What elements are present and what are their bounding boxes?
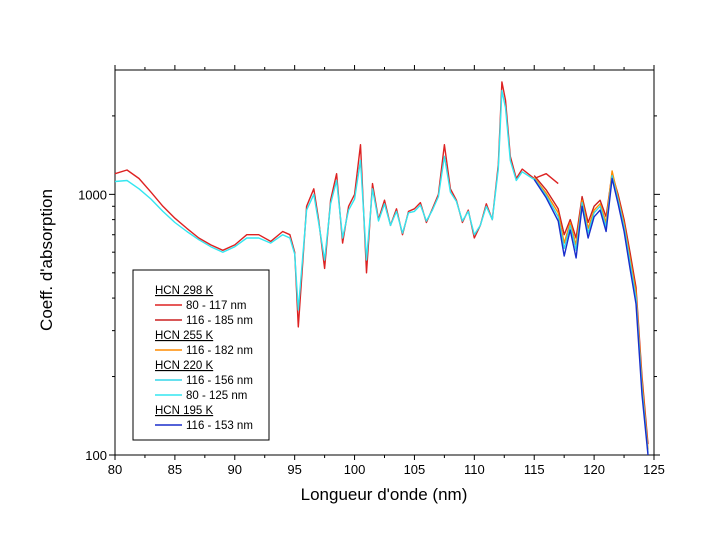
legend-group-heading: HCN 220 K [155,360,213,372]
x-tick-label: 80 [108,462,122,477]
x-tick-label: 120 [583,462,605,477]
x-axis-title: Longueur d'onde (nm) [301,485,468,504]
legend-label: 116 - 185 nm [186,315,253,327]
series-line-3 [533,174,649,453]
x-tick-label: 90 [228,462,242,477]
x-tick-label: 105 [404,462,426,477]
y-tick-label: 1000 [78,187,107,202]
legend-label: 116 - 153 nm [186,420,253,432]
x-tick-label: 95 [287,462,301,477]
series-layer [114,81,649,456]
series-line-4 [114,89,535,311]
legend-label: 116 - 182 nm [186,345,253,357]
y-axis-title: Coeff. d'absorption [37,189,56,331]
x-tick-label: 110 [464,462,485,477]
x-tick-label: 100 [344,462,366,477]
y-axis-ticks: 100 1000 [78,115,660,463]
x-axis-ticks: 80 85 90 95 100 105 110 115 120 125 [108,65,665,477]
x-tick-label: 85 [168,462,182,477]
series-line-1 [533,172,649,445]
x-tick-label: 115 [524,462,545,477]
legend-label: 116 - 156 nm [186,375,253,387]
x-tick-label: 125 [643,462,665,477]
series-line-5 [533,177,649,456]
legend-box [132,269,270,441]
y-tick-label: 100 [85,448,107,463]
legend-group-heading: HCN 255 K [155,330,213,342]
legend-group-heading: HCN 298 K [155,285,213,297]
legend-label: 80 - 117 nm [186,300,247,312]
legend-group-heading: HCN 195 K [155,405,213,417]
legend-label: 80 - 125 nm [186,390,247,402]
legend: HCN 298 K 80 - 117 nm 116 - 185 nm HCN 255 … [132,269,270,441]
